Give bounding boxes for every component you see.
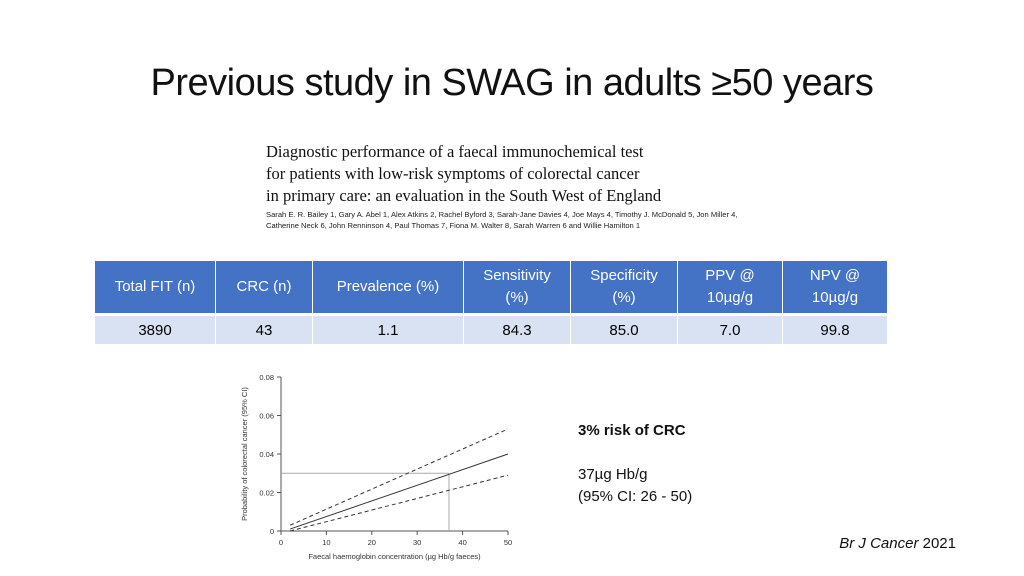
x-tick-label: 50 (504, 538, 512, 547)
slide-title: Previous study in SWAG in adults ≥50 yea… (150, 62, 874, 104)
x-tick-label: 0 (279, 538, 283, 547)
cell-sensitivity: 84.3 (464, 316, 571, 344)
table-row: 3890 43 1.1 84.3 85.0 7.0 99.8 (95, 316, 887, 344)
y-tick-label: 0.04 (259, 450, 274, 459)
paper-authors-line: Catherine Neck 6, John Renninson 4, Paul… (266, 221, 641, 230)
estimate-line (289, 453, 509, 530)
paper-title: Diagnostic performance of a faecal immun… (266, 141, 746, 207)
paper-authors-line: Sarah E. R. Bailey 1, Gary A. Abel 1, Al… (266, 210, 738, 219)
cell-specificity: 85.0 (571, 316, 678, 344)
y-tick-label: 0 (270, 527, 274, 536)
x-tick-label: 10 (322, 538, 330, 547)
cell-prevalence: 1.1 (313, 316, 464, 344)
header-ppv: PPV @10µg/g (678, 261, 783, 316)
table-header-row: Total FIT (n) CRC (n) Prevalence (%) Sen… (95, 261, 887, 316)
probability-chart: 0 0.02 0.04 0.06 0.08 0 10 20 30 40 50 Faecal haemo… (236, 368, 520, 568)
x-tick-label: 20 (368, 538, 376, 547)
header-total-fit: Total FIT (n) (95, 261, 216, 316)
cell-ppv: 7.0 (678, 316, 783, 344)
y-axis-label: Probability of colorectal cancer (95% CI… (240, 387, 249, 521)
ci-dashed-line (289, 474, 509, 532)
threshold-ci: (95% CI: 26 - 50) (578, 488, 693, 505)
header-crc: CRC (n) (216, 261, 313, 316)
ci-dashed-line (289, 428, 509, 526)
citation-year: 2021 (922, 535, 956, 552)
paper-reference: Diagnostic performance of a faecal immun… (266, 141, 746, 231)
results-table: Total FIT (n) CRC (n) Prevalence (%) Sen… (95, 261, 887, 344)
paper-authors: Sarah E. R. Bailey 1, Gary A. Abel 1, Al… (266, 209, 746, 231)
citation-journal: Br J Cancer (839, 535, 919, 552)
cell-total-fit: 3890 (95, 316, 216, 344)
header-prevalence: Prevalence (%) (313, 261, 464, 316)
header-npv: NPV @10µg/g (783, 261, 887, 316)
x-axis-label: Faecal haemoglobin concentration (µg Hb/… (308, 552, 481, 561)
paper-title-line: in primary care: an evaluation in the So… (266, 186, 662, 205)
y-tick-label: 0.08 (259, 373, 274, 382)
citation: Br J Cancer 2021 (839, 535, 956, 552)
y-tick-label: 0.02 (259, 489, 274, 498)
paper-title-line: for patients with low-risk symptoms of c… (266, 164, 640, 183)
header-specificity: Specificity (%) (571, 261, 678, 316)
x-tick-label: 30 (413, 538, 421, 547)
x-tick-label: 40 (458, 538, 466, 547)
paper-title-line: Diagnostic performance of a faecal immun… (266, 142, 644, 161)
y-tick-label: 0.06 (259, 412, 274, 421)
risk-annotation: 3% risk of CRC 37µg Hb/g (95% CI: 26 - 5… (578, 420, 692, 508)
cell-npv: 99.8 (783, 316, 887, 344)
cell-crc: 43 (216, 316, 313, 344)
header-sensitivity: Sensitivity (%) (464, 261, 571, 316)
threshold-value: 37µg Hb/g (578, 466, 648, 483)
probability-chart-svg: 0 0.02 0.04 0.06 0.08 0 10 20 30 40 50 Faecal haemo… (240, 373, 512, 561)
risk-heading: 3% risk of CRC (578, 422, 686, 439)
